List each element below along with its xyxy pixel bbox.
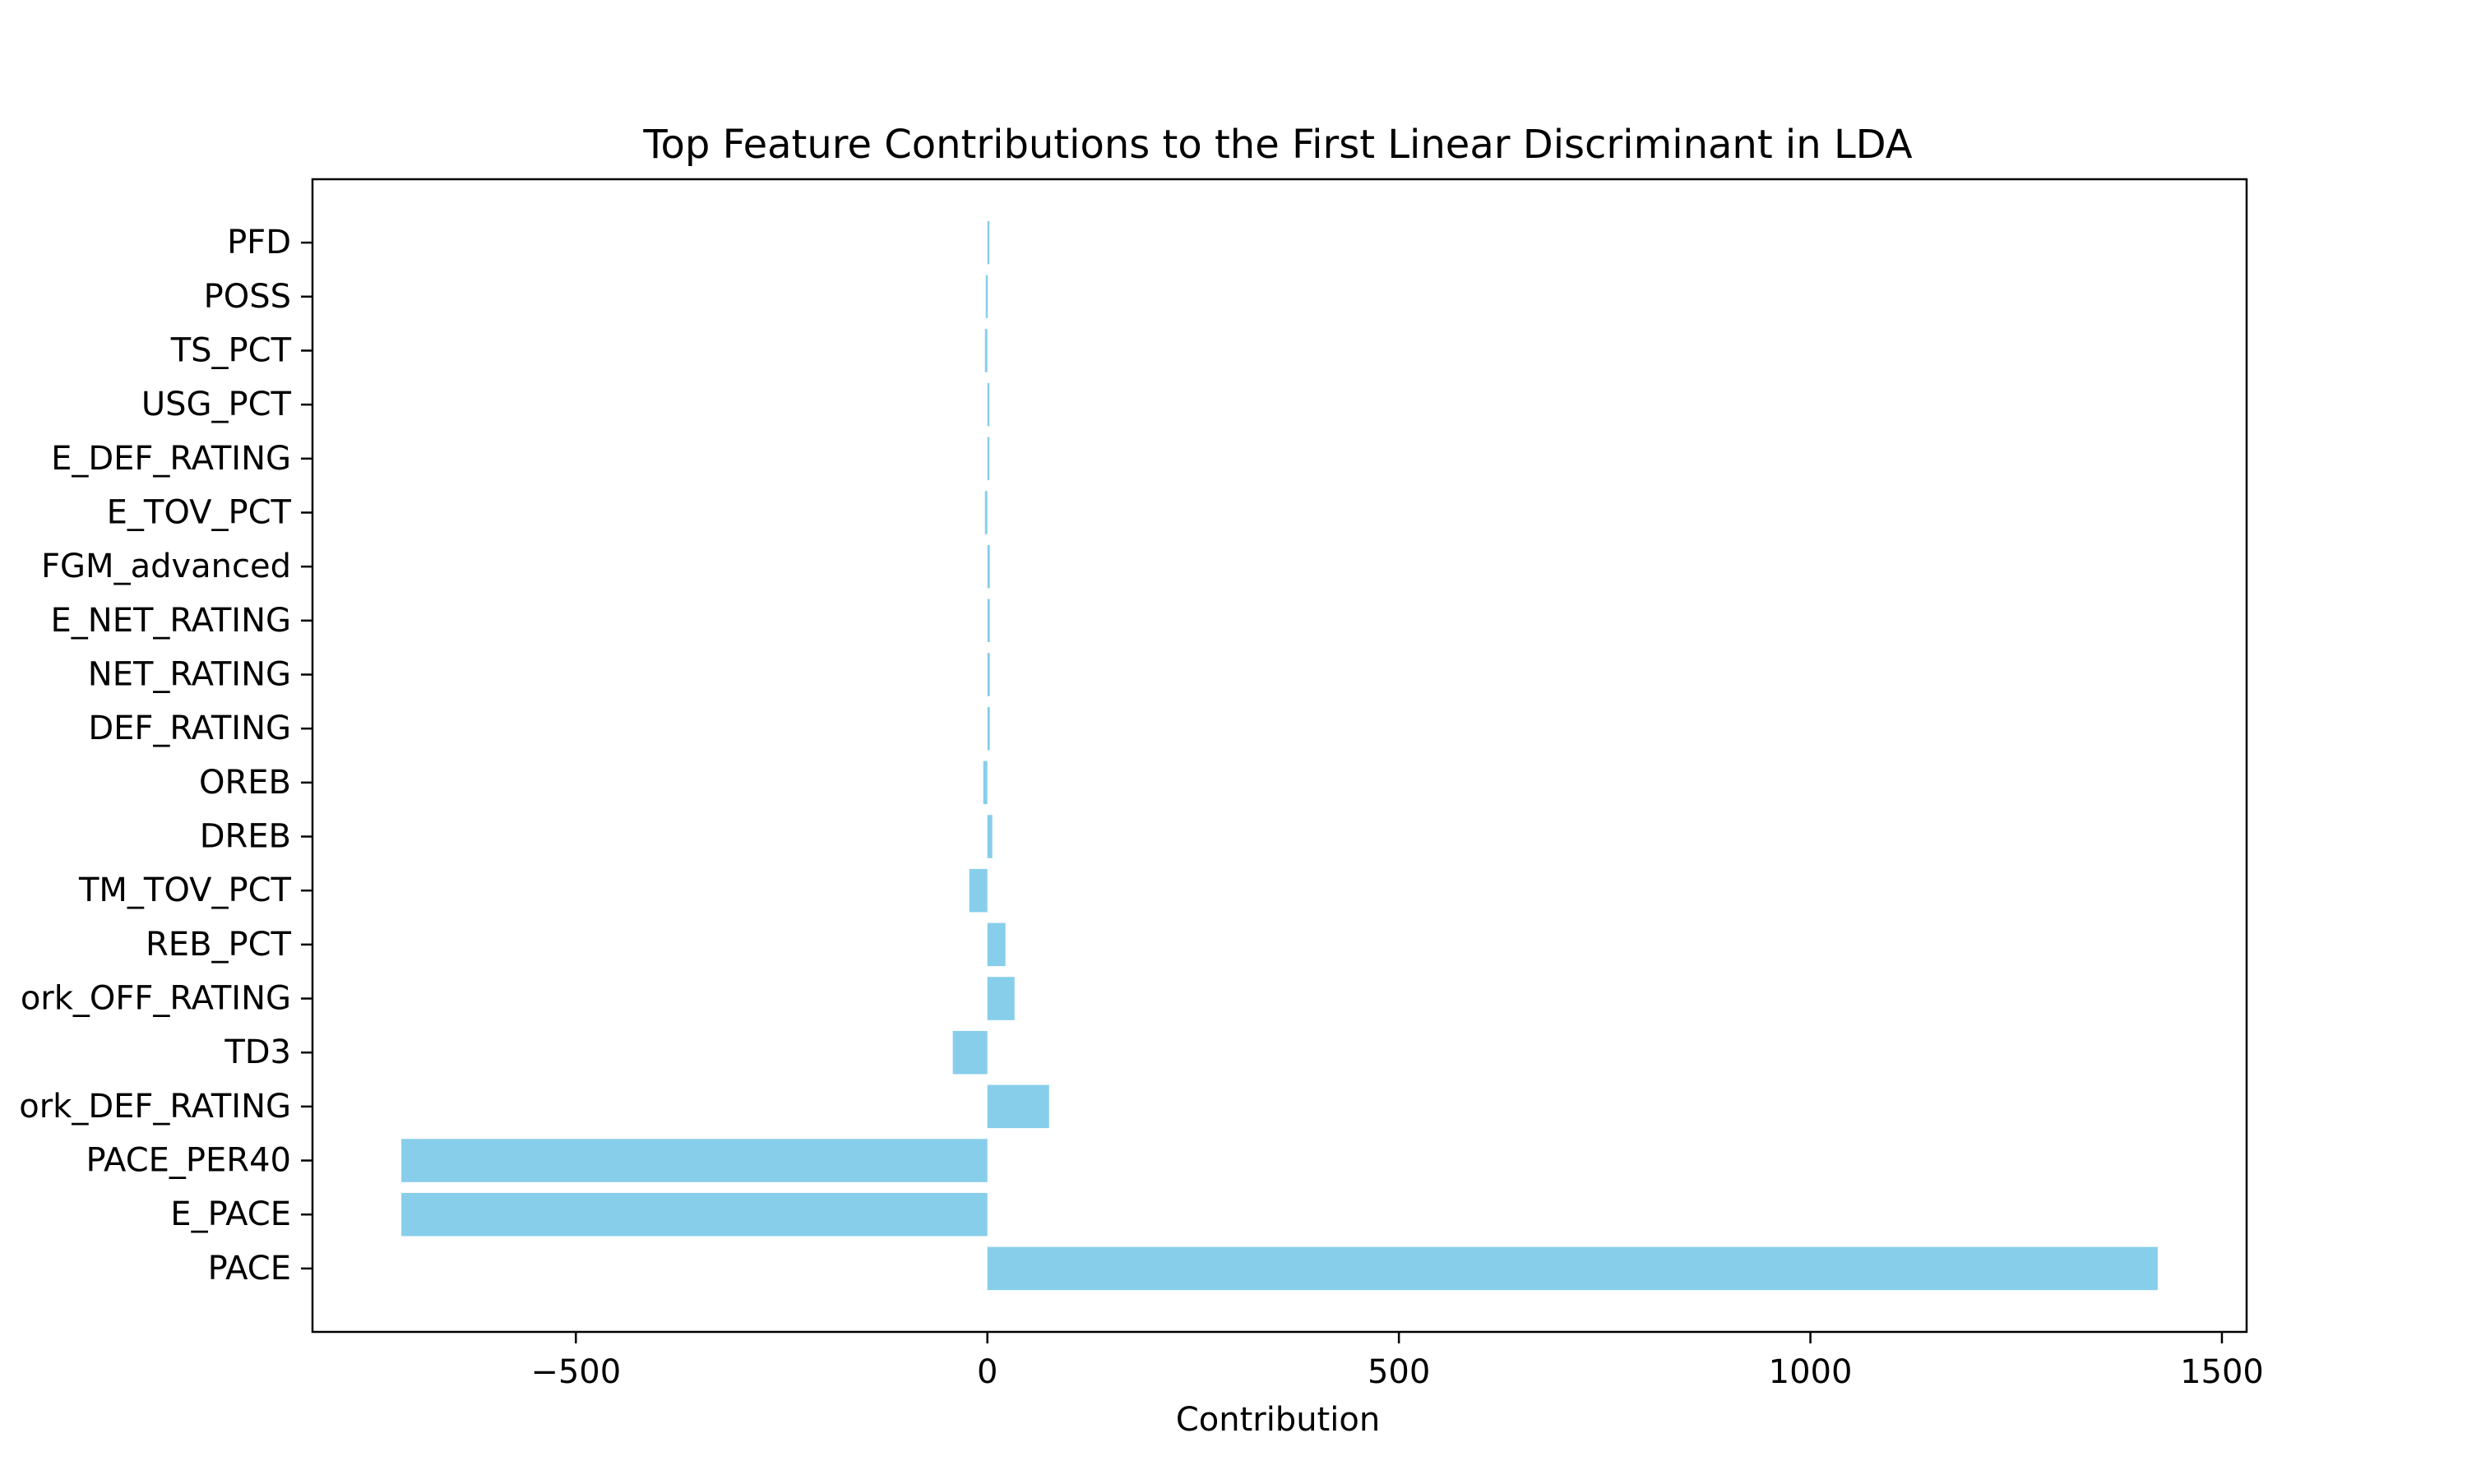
bar-e-def-rating bbox=[987, 437, 990, 481]
y-tick-label: E_TOV_PCT bbox=[107, 493, 292, 531]
x-tick-label: 0 bbox=[977, 1353, 997, 1391]
y-tick-label: NET_RATING bbox=[88, 655, 291, 693]
y-tick-label: DREB bbox=[200, 818, 291, 856]
plot-frame bbox=[311, 178, 2248, 1334]
x-tick-label: 1500 bbox=[2180, 1353, 2264, 1391]
y-tick-label: E_PACE bbox=[170, 1195, 291, 1233]
y-tick-label: USG_PCT bbox=[141, 386, 292, 423]
y-tick-label: REB_PCT bbox=[146, 926, 292, 964]
bar-ts-pct bbox=[984, 329, 988, 372]
bar-ork-off-rating bbox=[987, 977, 1015, 1020]
bar-e-tov-pct bbox=[984, 491, 988, 534]
y-tick-label: OREB bbox=[199, 764, 291, 802]
y-tick-label: E_DEF_RATING bbox=[51, 440, 291, 478]
y-axis-ticks: PFD POSS TS_PCT USG_PCT E_DEF_RATING E_TOV_PC… bbox=[19, 224, 312, 1288]
x-tick-label: 1000 bbox=[1769, 1353, 1853, 1391]
bar-usg-pct bbox=[987, 382, 990, 427]
bar-dreb bbox=[987, 815, 993, 858]
y-tick-label: POSS bbox=[204, 278, 291, 316]
y-tick-label: TM_TOV_PCT bbox=[78, 871, 292, 909]
x-tick-label: 500 bbox=[1368, 1353, 1430, 1391]
chart-title: Top Feature Contributions to the First L… bbox=[642, 122, 1912, 168]
bar-tm-tov-pct bbox=[969, 868, 988, 913]
y-tick-label: TS_PCT bbox=[170, 331, 292, 369]
x-tick-label: −500 bbox=[530, 1353, 621, 1391]
bars-group bbox=[401, 220, 2158, 1291]
y-tick-label: FGM_advanced bbox=[41, 548, 291, 585]
y-tick-label: TD3 bbox=[224, 1033, 291, 1071]
x-axis-ticks: −500 0 500 1000 1500 bbox=[530, 1332, 2264, 1391]
y-tick-label: PACE bbox=[208, 1250, 291, 1288]
bar-def-rating bbox=[987, 706, 990, 751]
x-axis-label: Contribution bbox=[1176, 1401, 1380, 1439]
bar-pace-per40 bbox=[401, 1139, 988, 1182]
bar-e-pace bbox=[401, 1192, 988, 1237]
bar-poss bbox=[985, 275, 988, 319]
bar-oreb bbox=[983, 760, 988, 805]
y-tick-label: ork_DEF_RATING bbox=[19, 1088, 291, 1126]
bar-fgm-advanced bbox=[987, 544, 990, 589]
y-tick-label: PFD bbox=[227, 224, 291, 261]
bar-pace bbox=[987, 1246, 2158, 1291]
y-tick-label: DEF_RATING bbox=[88, 710, 291, 747]
bar-pfd bbox=[987, 220, 990, 265]
bar-td3 bbox=[952, 1030, 988, 1075]
y-tick-label: ork_OFF_RATING bbox=[21, 980, 291, 1018]
y-tick-label: PACE_PER40 bbox=[86, 1142, 291, 1180]
bar-ork-def-rating bbox=[987, 1084, 1049, 1129]
bar-e-net-rating bbox=[987, 599, 990, 643]
bar-reb-pct bbox=[987, 922, 1006, 967]
bar-net-rating bbox=[987, 653, 990, 696]
y-tick-label: E_NET_RATING bbox=[51, 602, 291, 640]
